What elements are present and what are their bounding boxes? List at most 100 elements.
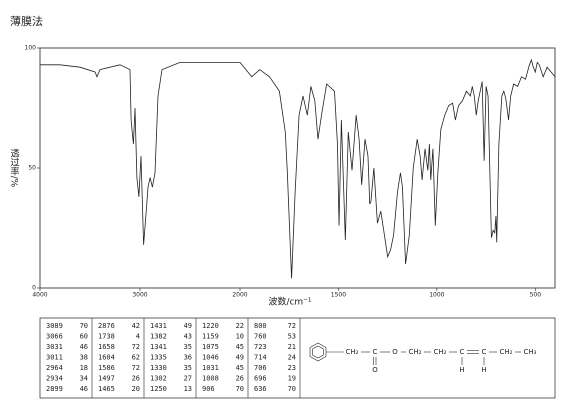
peak-wavenumber: 1604	[98, 354, 115, 362]
peak-transmittance: 19	[288, 375, 296, 383]
structure-label: CH₃	[524, 348, 537, 356]
peak-transmittance: 49	[236, 354, 244, 362]
peak-transmittance: 26	[132, 375, 140, 383]
peak-transmittance: 24	[288, 354, 296, 362]
peak-transmittance: 45	[236, 343, 244, 351]
peak-wavenumber: 636	[254, 385, 267, 393]
y-tick-label: 50	[28, 165, 36, 172]
x-tick-label: 500	[530, 292, 542, 299]
x-tick-label: 1000	[429, 292, 444, 299]
peak-transmittance: 35	[184, 364, 192, 372]
peak-wavenumber: 2899	[46, 385, 63, 393]
peak-transmittance: 70	[80, 322, 88, 330]
peak-transmittance: 20	[132, 385, 140, 393]
structure-label: C	[460, 348, 465, 356]
peak-wavenumber: 3011	[46, 354, 63, 362]
structure-label: O	[392, 348, 398, 356]
x-tick-label: 2000	[232, 292, 247, 299]
peak-wavenumber: 1431	[150, 322, 167, 330]
x-axis-label: 波数/cm⁻¹	[268, 296, 311, 308]
peak-transmittance: 36	[184, 354, 192, 362]
peak-transmittance: 49	[184, 322, 192, 330]
peak-wavenumber: 1465	[98, 385, 115, 393]
peak-transmittance: 72	[132, 364, 140, 372]
peak-wavenumber: 1658	[98, 343, 115, 351]
table-frame	[39, 317, 556, 399]
peak-wavenumber: 3089	[46, 322, 63, 330]
peak-wavenumber: 1075	[202, 343, 219, 351]
peak-transmittance: 23	[288, 364, 296, 372]
structure-label: C	[373, 348, 378, 356]
peak-wavenumber: 2934	[46, 375, 63, 383]
peak-wavenumber: 1046	[202, 354, 219, 362]
peak-wavenumber: 1497	[98, 375, 115, 383]
structure-label: CH₂	[346, 348, 359, 356]
y-tick-label: 100	[25, 45, 37, 52]
peak-wavenumber: 1008	[202, 375, 219, 383]
peak-transmittance: 26	[236, 375, 244, 383]
x-tick-label: 1500	[331, 292, 346, 299]
structure-label: C	[482, 348, 487, 356]
peak-wavenumber: 1220	[202, 322, 219, 330]
peak-transmittance: 62	[132, 354, 140, 362]
peak-transmittance: 42	[132, 322, 140, 330]
peak-wavenumber: 3031	[46, 343, 63, 351]
structure-label: H	[481, 366, 486, 374]
peak-wavenumber: 760	[254, 333, 267, 341]
peak-wavenumber: 1738	[98, 333, 115, 341]
peak-wavenumber: 2964	[46, 364, 63, 372]
peak-transmittance: 72	[288, 322, 296, 330]
peak-transmittance: 27	[184, 375, 192, 383]
peak-transmittance: 70	[236, 385, 244, 393]
table-dividers	[91, 318, 301, 398]
peak-transmittance: 43	[184, 333, 192, 341]
structure-label: CH₂	[500, 348, 513, 356]
peak-wavenumber: 906	[202, 385, 215, 393]
structure	[309, 342, 521, 365]
peak-wavenumber: 1330	[150, 364, 167, 372]
peak-wavenumber: 1341	[150, 343, 167, 351]
peak-wavenumber: 1335	[150, 354, 167, 362]
peak-wavenumber: 1159	[202, 333, 219, 341]
peak-wavenumber: 1382	[150, 333, 167, 341]
chart-title: 薄膜法	[10, 14, 43, 28]
peak-wavenumber: 1302	[150, 375, 167, 383]
peak-transmittance: 46	[80, 385, 88, 393]
peak-transmittance: 38	[80, 354, 88, 362]
peak-transmittance: 34	[80, 375, 88, 383]
peak-wavenumber: 714	[254, 354, 267, 362]
peak-wavenumber: 800	[254, 322, 267, 330]
peak-transmittance: 45	[236, 364, 244, 372]
peak-wavenumber: 706	[254, 364, 267, 372]
peak-wavenumber: 1031	[202, 364, 219, 372]
x-tick-label: 4000	[32, 292, 47, 299]
peak-transmittance: 70	[288, 385, 296, 393]
peak-transmittance: 21	[288, 343, 296, 351]
peak-transmittance: 72	[132, 343, 140, 351]
plot-frame	[39, 47, 556, 289]
peak-transmittance: 60	[80, 333, 88, 341]
peak-transmittance: 10	[236, 333, 244, 341]
peak-wavenumber: 1250	[150, 385, 167, 393]
spectrum-line	[40, 58, 556, 279]
peak-transmittance: 22	[236, 322, 244, 330]
peak-wavenumber: 2876	[98, 322, 115, 330]
peak-transmittance: 53	[288, 333, 296, 341]
peak-transmittance: 46	[80, 343, 88, 351]
peak-wavenumber: 1586	[98, 364, 115, 372]
peak-transmittance: 35	[184, 343, 192, 351]
x-tick-label: 3000	[132, 292, 147, 299]
structure-label: H	[459, 366, 464, 374]
peak-wavenumber: 723	[254, 343, 267, 351]
structure-label: O	[372, 366, 378, 374]
y-axis-label: 透过率/%	[9, 149, 20, 188]
peak-wavenumber: 696	[254, 375, 267, 383]
structure-label: CH₂	[434, 348, 447, 356]
peak-transmittance: 4	[136, 333, 140, 341]
peak-transmittance: 18	[80, 364, 88, 372]
peak-wavenumber: 3066	[46, 333, 63, 341]
peak-transmittance: 13	[184, 385, 192, 393]
structure-label: CH₂	[409, 348, 422, 356]
y-tick-label: 0	[32, 285, 36, 292]
